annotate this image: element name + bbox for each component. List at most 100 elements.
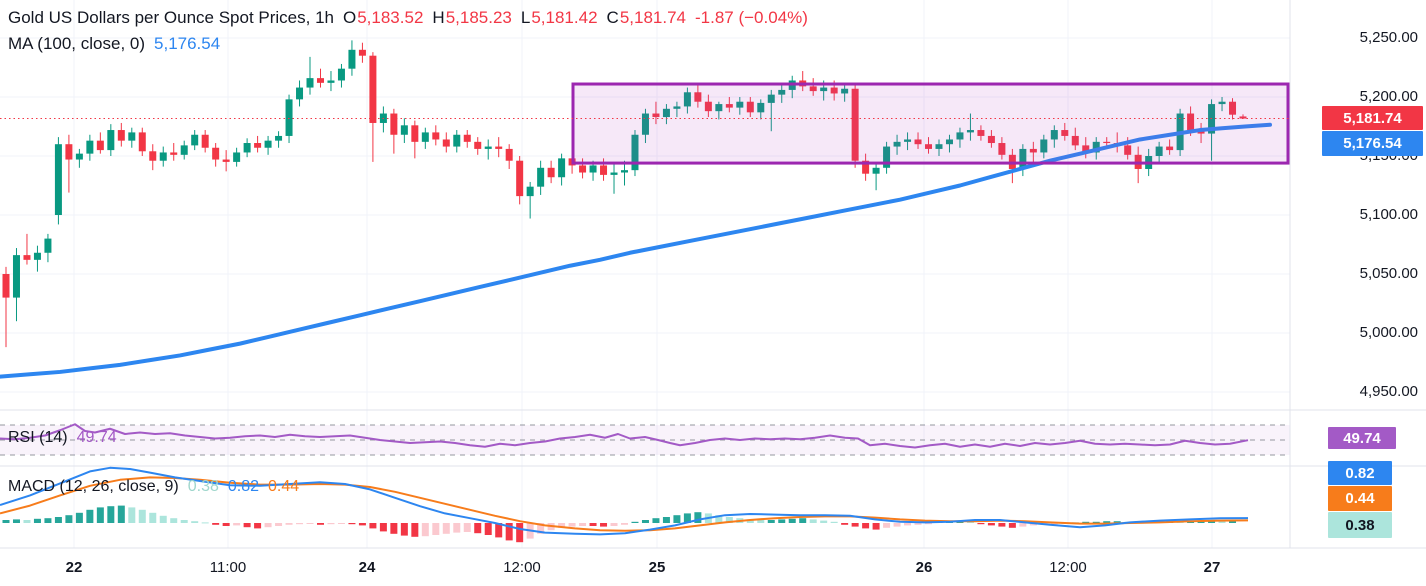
candle-body	[956, 132, 964, 140]
candle-body	[1071, 135, 1079, 146]
macd-hist-bar	[1008, 523, 1016, 528]
candle-body	[1218, 101, 1226, 105]
macd-hist-bar	[138, 509, 146, 523]
candle-body	[883, 146, 891, 168]
macd-hist-bar	[872, 523, 880, 530]
candle-body	[1040, 139, 1048, 153]
macd-hist-bar	[600, 523, 608, 527]
macd-hist-bar	[191, 521, 199, 523]
candle-body	[180, 145, 188, 155]
macd-hist-bar	[159, 515, 167, 523]
time-axis[interactable]	[0, 548, 1426, 586]
macd-hist-bar	[673, 515, 681, 523]
macd-hist-bar	[54, 517, 62, 523]
macd-hist-bar	[925, 523, 933, 525]
macd-hist-bar	[212, 523, 220, 525]
candle-body	[275, 135, 283, 141]
candle-body	[998, 143, 1006, 155]
candle-body	[463, 134, 471, 142]
candle-body	[1082, 145, 1090, 153]
candle-body	[600, 165, 608, 175]
candle-body	[736, 101, 744, 108]
macd-hist-bar	[1092, 521, 1100, 523]
macd-hist-bar	[463, 523, 471, 532]
macd-hist-bar	[432, 523, 440, 535]
macd-hist-bar	[883, 523, 891, 528]
macd-hist-bar	[914, 523, 922, 525]
candle-body	[1019, 148, 1027, 169]
candle-body	[1124, 145, 1132, 155]
macd-hist-bar	[474, 523, 482, 534]
candle-body	[54, 144, 62, 215]
candle-body	[1229, 101, 1237, 115]
candle-body	[516, 160, 524, 197]
candle-body	[442, 139, 450, 147]
candle-body	[841, 88, 849, 94]
candle-body	[872, 167, 880, 174]
macd-hist-bar	[516, 523, 524, 543]
macd-hist-bar	[683, 513, 691, 523]
macd-hist-bar	[243, 523, 251, 528]
macd-hist-bar	[327, 523, 335, 525]
candle-body	[977, 130, 985, 136]
macd-hist-bar	[558, 523, 566, 528]
macd-hist-bar	[495, 523, 503, 538]
candle-body	[474, 141, 482, 149]
candle-body	[170, 152, 178, 155]
candle-body	[495, 146, 503, 149]
candle-body	[44, 238, 52, 253]
candle-body	[809, 86, 817, 92]
macd-hist-bar	[33, 518, 41, 523]
candle-body	[683, 92, 691, 107]
macd-hist-bar	[180, 520, 188, 523]
candle-body	[65, 144, 73, 160]
candle-body	[1155, 146, 1163, 156]
macd-hist-bar	[12, 519, 20, 523]
macd-hist-bar	[621, 523, 628, 525]
candle-body	[254, 143, 262, 148]
candle-body	[411, 125, 419, 142]
candle-body	[610, 172, 618, 175]
candle-body	[925, 144, 933, 149]
macd-hist-bar	[379, 523, 387, 532]
candle-body	[830, 87, 838, 94]
macd-line	[0, 466, 1249, 536]
macd-hist-bar	[264, 523, 272, 528]
candle-body	[547, 167, 555, 178]
macd-hist-bar	[820, 520, 828, 523]
candle-body	[2, 274, 10, 298]
candle-body	[715, 104, 723, 112]
macd-hist-bar	[296, 523, 304, 525]
price-axis[interactable]	[1290, 0, 1426, 548]
macd-hist-bar	[904, 523, 912, 526]
candle-body	[432, 132, 440, 140]
range-rectangle-drawing[interactable]	[571, 82, 1290, 165]
macd-hist-bar	[400, 523, 408, 536]
candle-body	[526, 186, 534, 197]
candle-body	[987, 135, 995, 144]
macd-hist-bar	[222, 523, 230, 526]
candle-body	[589, 165, 597, 173]
macd-hist-bar	[117, 505, 125, 523]
candle-body	[117, 130, 125, 141]
macd-hist-bar	[107, 506, 115, 523]
ma100-line	[0, 122, 1272, 379]
macd-hist-bar	[505, 523, 513, 541]
macd-hist-bar	[96, 507, 104, 523]
candle-body	[75, 153, 83, 160]
candle-body	[390, 113, 398, 135]
macd-hist-bar	[987, 523, 995, 526]
macd-hist-bar	[568, 523, 576, 527]
candle-body	[96, 140, 104, 151]
candle-body	[369, 55, 377, 123]
candle-body	[296, 87, 304, 100]
candle-body	[1239, 116, 1247, 119]
candle-body	[767, 94, 775, 103]
candle-body	[641, 113, 649, 135]
candle-body	[652, 113, 660, 118]
rsi-line	[0, 423, 1249, 449]
macd-hist-bar	[453, 523, 461, 533]
candle-body	[128, 132, 136, 141]
macd-hist-bar	[390, 523, 398, 534]
